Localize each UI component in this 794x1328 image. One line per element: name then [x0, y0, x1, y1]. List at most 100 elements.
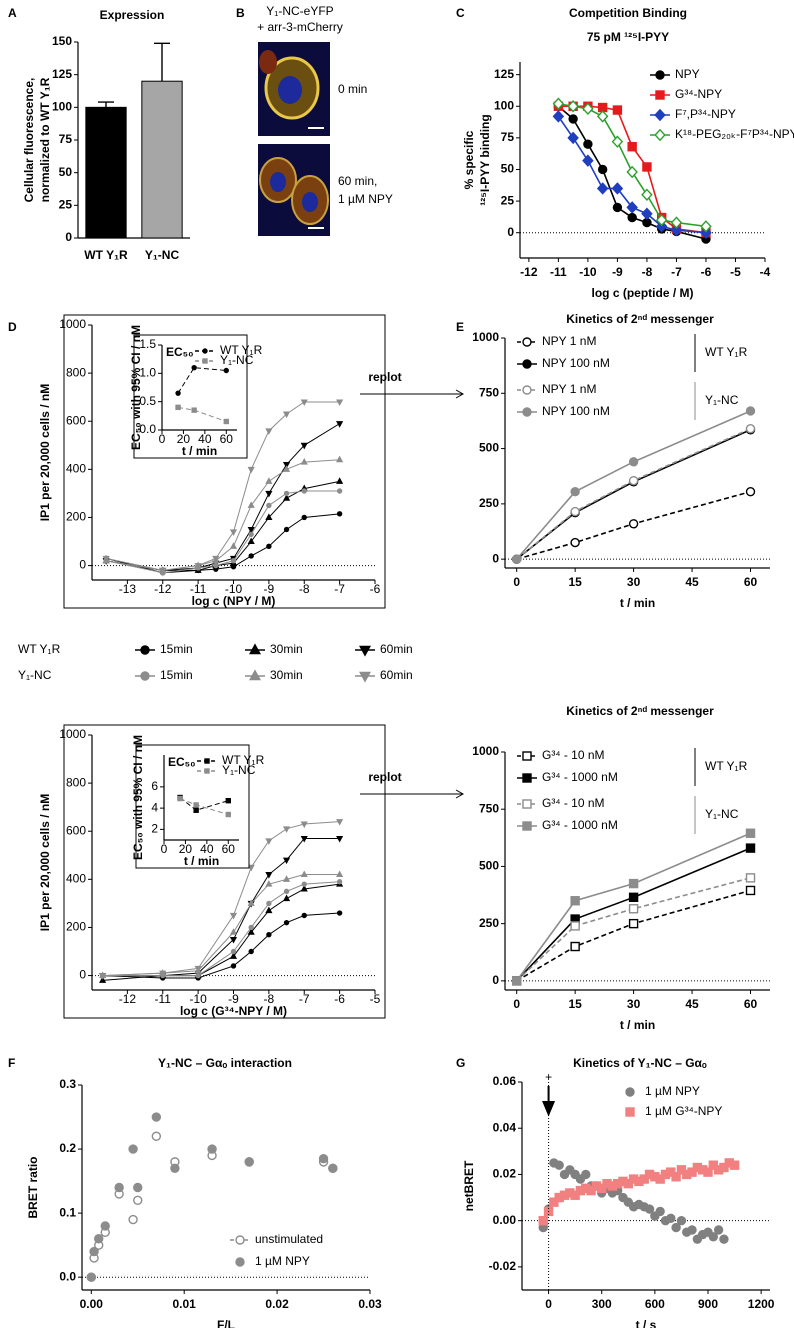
data-point: [687, 1225, 697, 1235]
y-tick-label: 0.0: [59, 1269, 76, 1283]
y-tick-label: 0: [79, 968, 86, 982]
x-tick-label: 15: [568, 575, 582, 589]
legend-marker: [522, 337, 532, 347]
panel-label: B: [236, 6, 245, 20]
data-point: [336, 421, 344, 428]
x-tick-label: -6: [334, 992, 345, 1006]
data-point: [133, 1195, 143, 1206]
y-tick-label: -0.02: [489, 1259, 517, 1273]
data-point: [266, 543, 272, 550]
y-axis-label: EC₅₀ with 95% CI / nM: [129, 325, 143, 450]
legend-group: WT Y₁R: [705, 345, 748, 359]
legend-label: F⁷,P³⁴-NPY: [675, 107, 736, 121]
x-tick-label: -11: [190, 582, 207, 596]
y-tick-label: 0: [492, 973, 499, 987]
data-point: [300, 442, 308, 450]
y-tick-label: 200: [66, 510, 86, 524]
legend-marker: [625, 1107, 635, 1117]
legend-marker: [625, 1087, 635, 1097]
data-point: [282, 494, 291, 501]
data-point: [248, 948, 254, 955]
data-point: [552, 97, 565, 110]
y-tick-label: 25: [501, 193, 515, 207]
nucleus: [278, 76, 302, 104]
data-point: [175, 404, 181, 411]
data-point: [283, 888, 290, 895]
data-point: [265, 906, 273, 914]
x-tick-label: 20: [179, 842, 193, 856]
data-point: [194, 965, 202, 973]
x-axis-label: log c (NPY / M): [192, 594, 276, 608]
x-tick-label: -4: [760, 265, 771, 279]
data-point: [266, 502, 272, 509]
data-point: [265, 477, 273, 484]
data-point: [223, 367, 229, 374]
x-axis-label: t / min: [620, 596, 655, 610]
y-tick-label: 400: [66, 872, 86, 886]
bar: [141, 80, 183, 239]
data-point: [719, 1234, 729, 1244]
data-point: [642, 162, 652, 172]
data-point: [582, 154, 594, 167]
data-point: [627, 212, 637, 223]
x-tick-label: 1200: [748, 1297, 775, 1311]
data-point: [670, 223, 683, 237]
data-point: [229, 928, 238, 935]
chart-title: Kinetics of Y₁-NC – Gαₒ: [573, 1056, 707, 1070]
x-tick-label: -12: [119, 992, 137, 1006]
y-tick-label: 150: [52, 34, 72, 48]
legend-marker: [522, 799, 532, 809]
x-axis-label: t / min: [184, 854, 219, 868]
y-tick-label: 75: [59, 132, 73, 146]
x-tick-label: 0: [513, 997, 520, 1011]
legend-label: NPY 100 nM: [542, 404, 610, 418]
data-point: [283, 526, 290, 533]
data-point: [745, 843, 756, 853]
legend-label: NPY: [675, 67, 700, 81]
data-point: [282, 411, 291, 419]
legend-label: NPY 1 nM: [542, 334, 596, 348]
legend-label: Y₁-NC: [222, 763, 256, 777]
y-tick-label: 1.5: [139, 337, 156, 351]
x-tick-label: -6: [370, 582, 381, 596]
y-tick-label: 0.2: [59, 1141, 76, 1155]
data-point: [336, 455, 344, 463]
data-point: [247, 537, 255, 545]
data-point: [114, 1182, 124, 1193]
micrographs: [258, 42, 330, 236]
data-point: [671, 1172, 681, 1182]
data-point: [745, 885, 756, 896]
y-axis-label: IP1 per 20,000 cells / nM: [38, 384, 52, 521]
legend-marker: [522, 359, 532, 369]
annotation: +: [545, 1070, 552, 1084]
x-tick-label: -12: [520, 265, 538, 279]
data-point: [229, 936, 238, 944]
data-point: [570, 537, 580, 548]
y-tick-label: 100: [494, 98, 514, 112]
error-bar: [98, 101, 114, 108]
chart-subtitle: 75 pM ¹²⁵I-PYY: [587, 30, 669, 44]
x-tick-label: -7: [671, 265, 682, 279]
data-point: [282, 462, 291, 469]
legend-marker: [655, 90, 665, 100]
legend-marker: [654, 128, 666, 142]
series-line: [516, 429, 751, 560]
series-line: [106, 490, 340, 574]
legend-marker: [522, 385, 532, 395]
legend-marker: [359, 645, 371, 657]
x-tick-label: 45: [685, 997, 699, 1011]
legend-marker: [235, 1235, 245, 1245]
data-point: [628, 892, 639, 903]
data-point: [301, 514, 307, 521]
data-point: [225, 811, 231, 818]
y-axis-label: BRET ratio: [26, 1156, 40, 1218]
data-point: [628, 457, 639, 467]
legend-label: 1 µM NPY: [255, 1254, 310, 1268]
data-point: [212, 555, 220, 563]
data-point: [729, 1160, 740, 1170]
y-axis-label: Cellular fluorescence,: [22, 78, 36, 203]
x-tick-label: -10: [189, 992, 207, 1006]
data-point: [300, 884, 308, 892]
data-point: [700, 220, 712, 233]
data-point: [511, 976, 522, 986]
